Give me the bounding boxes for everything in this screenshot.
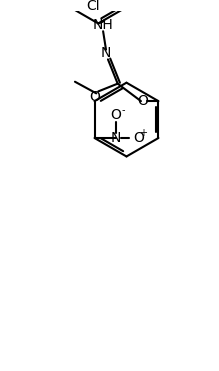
Text: O: O	[138, 94, 148, 108]
Text: N: N	[111, 131, 121, 145]
Text: O: O	[110, 108, 121, 122]
Text: O: O	[133, 131, 144, 145]
Text: +: +	[139, 128, 147, 138]
Text: N: N	[101, 46, 111, 60]
Text: NH: NH	[93, 19, 113, 32]
Text: O: O	[89, 90, 100, 104]
Text: -: -	[122, 105, 125, 115]
Text: Cl: Cl	[87, 0, 100, 13]
